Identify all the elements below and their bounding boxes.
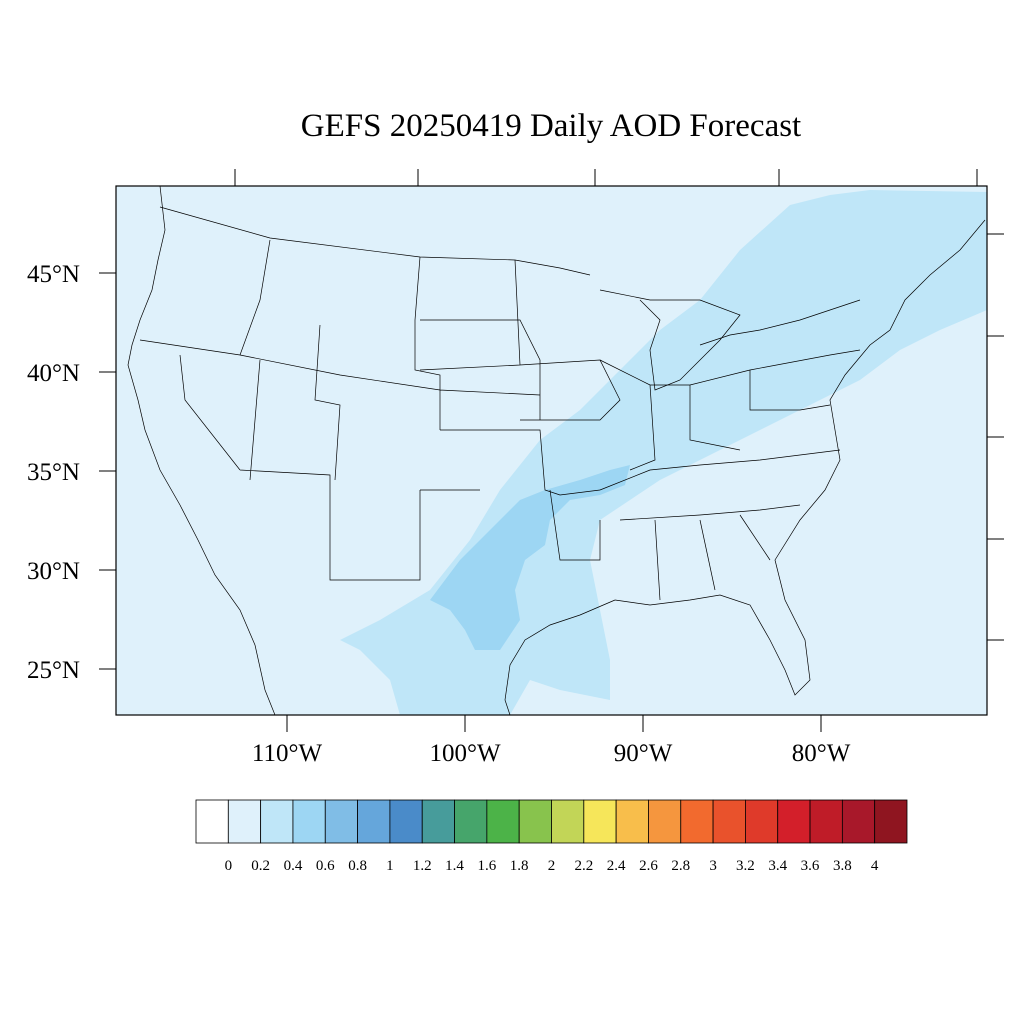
colorbar-label: 2.4 <box>607 858 626 874</box>
colorbar-label: 2 <box>548 858 556 874</box>
colorbar-swatch <box>454 799 488 844</box>
lon-label-110: 110°W <box>252 740 323 767</box>
map-frame <box>115 185 988 716</box>
right-ticks <box>987 233 1004 641</box>
colorbar-swatch <box>195 799 229 844</box>
colorbar-swatch <box>874 799 908 844</box>
left-ticks <box>99 272 116 670</box>
colorbar-swatch <box>809 799 843 844</box>
lat-label-30: 30°N <box>27 558 80 585</box>
colorbar-label: 2.2 <box>574 858 593 874</box>
lat-label-25: 25°N <box>27 657 80 684</box>
state-lines-west <box>139 239 541 581</box>
coastline-gulf-east <box>614 219 986 696</box>
state-lines-east <box>599 349 861 601</box>
colorbar-label: 1.2 <box>413 858 432 874</box>
state-lines-central <box>419 259 621 561</box>
colorbar-swatch <box>777 799 811 844</box>
lat-label-45: 45°N <box>27 261 80 288</box>
colorbar-swatch <box>292 799 326 844</box>
colorbar-swatch <box>648 799 682 844</box>
aod-region-0.6-core <box>430 465 630 650</box>
colorbar <box>195 799 908 844</box>
colorbar-label: 2.6 <box>639 858 658 874</box>
colorbar-swatch <box>260 799 294 844</box>
colorbar-swatch <box>745 799 779 844</box>
colorbar-label: 0 <box>225 858 233 874</box>
colorbar-label: 3.4 <box>768 858 787 874</box>
bottom-ticks <box>286 715 822 732</box>
colorbar-swatch <box>615 799 649 844</box>
coastline-west <box>127 185 276 716</box>
lon-label-100: 100°W <box>429 740 500 767</box>
colorbar-label: 4 <box>871 858 879 874</box>
colorbar-labels: 0 0.2 0.4 0.6 0.8 1 1.2 1.4 1.6 1.8 2 2.2 2.4 2.6 2.8 3… <box>225 858 879 874</box>
colorbar-label: 1.4 <box>445 858 464 874</box>
colorbar-swatch <box>389 799 423 844</box>
colorbar-label: 0.4 <box>284 858 303 874</box>
colorbar-swatch <box>841 799 876 844</box>
colorbar-label: 0.2 <box>251 858 270 874</box>
lat-label-35: 35°N <box>27 459 80 486</box>
colorbar-label: 0.8 <box>348 858 367 874</box>
colorbar-label: 1.6 <box>477 858 496 874</box>
colorbar-label: 3.2 <box>736 858 755 874</box>
colorbar-swatch <box>421 799 455 844</box>
great-lakes <box>599 289 861 391</box>
lat-label-40: 40°N <box>27 360 80 387</box>
canada-border <box>159 206 591 276</box>
colorbar-swatch <box>583 799 617 844</box>
aod-field <box>340 190 987 715</box>
map-title: GEFS 20250419 Daily AOD Forecast <box>300 108 802 144</box>
colorbar-label: 3 <box>709 858 717 874</box>
colorbar-swatch <box>712 799 746 844</box>
colorbar-swatch <box>518 799 552 844</box>
colorbar-label: 1 <box>386 858 394 874</box>
colorbar-label: 1.8 <box>510 858 529 874</box>
boundary-lines <box>127 185 986 716</box>
colorbar-swatch <box>680 799 714 844</box>
colorbar-label: 0.6 <box>316 858 335 874</box>
colorbar-swatch <box>551 799 585 844</box>
colorbar-label: 2.8 <box>671 858 690 874</box>
colorbar-label: 3.8 <box>833 858 852 874</box>
coastline-gulf <box>504 599 616 716</box>
colorbar-swatch <box>486 799 520 844</box>
lon-label-80: 80°W <box>792 740 851 767</box>
top-ticks <box>234 169 978 186</box>
lon-label-90: 90°W <box>614 740 673 767</box>
colorbar-swatch <box>227 799 262 844</box>
colorbar-swatch <box>357 799 391 844</box>
colorbar-label: 3.6 <box>801 858 820 874</box>
colorbar-swatch <box>324 799 358 844</box>
